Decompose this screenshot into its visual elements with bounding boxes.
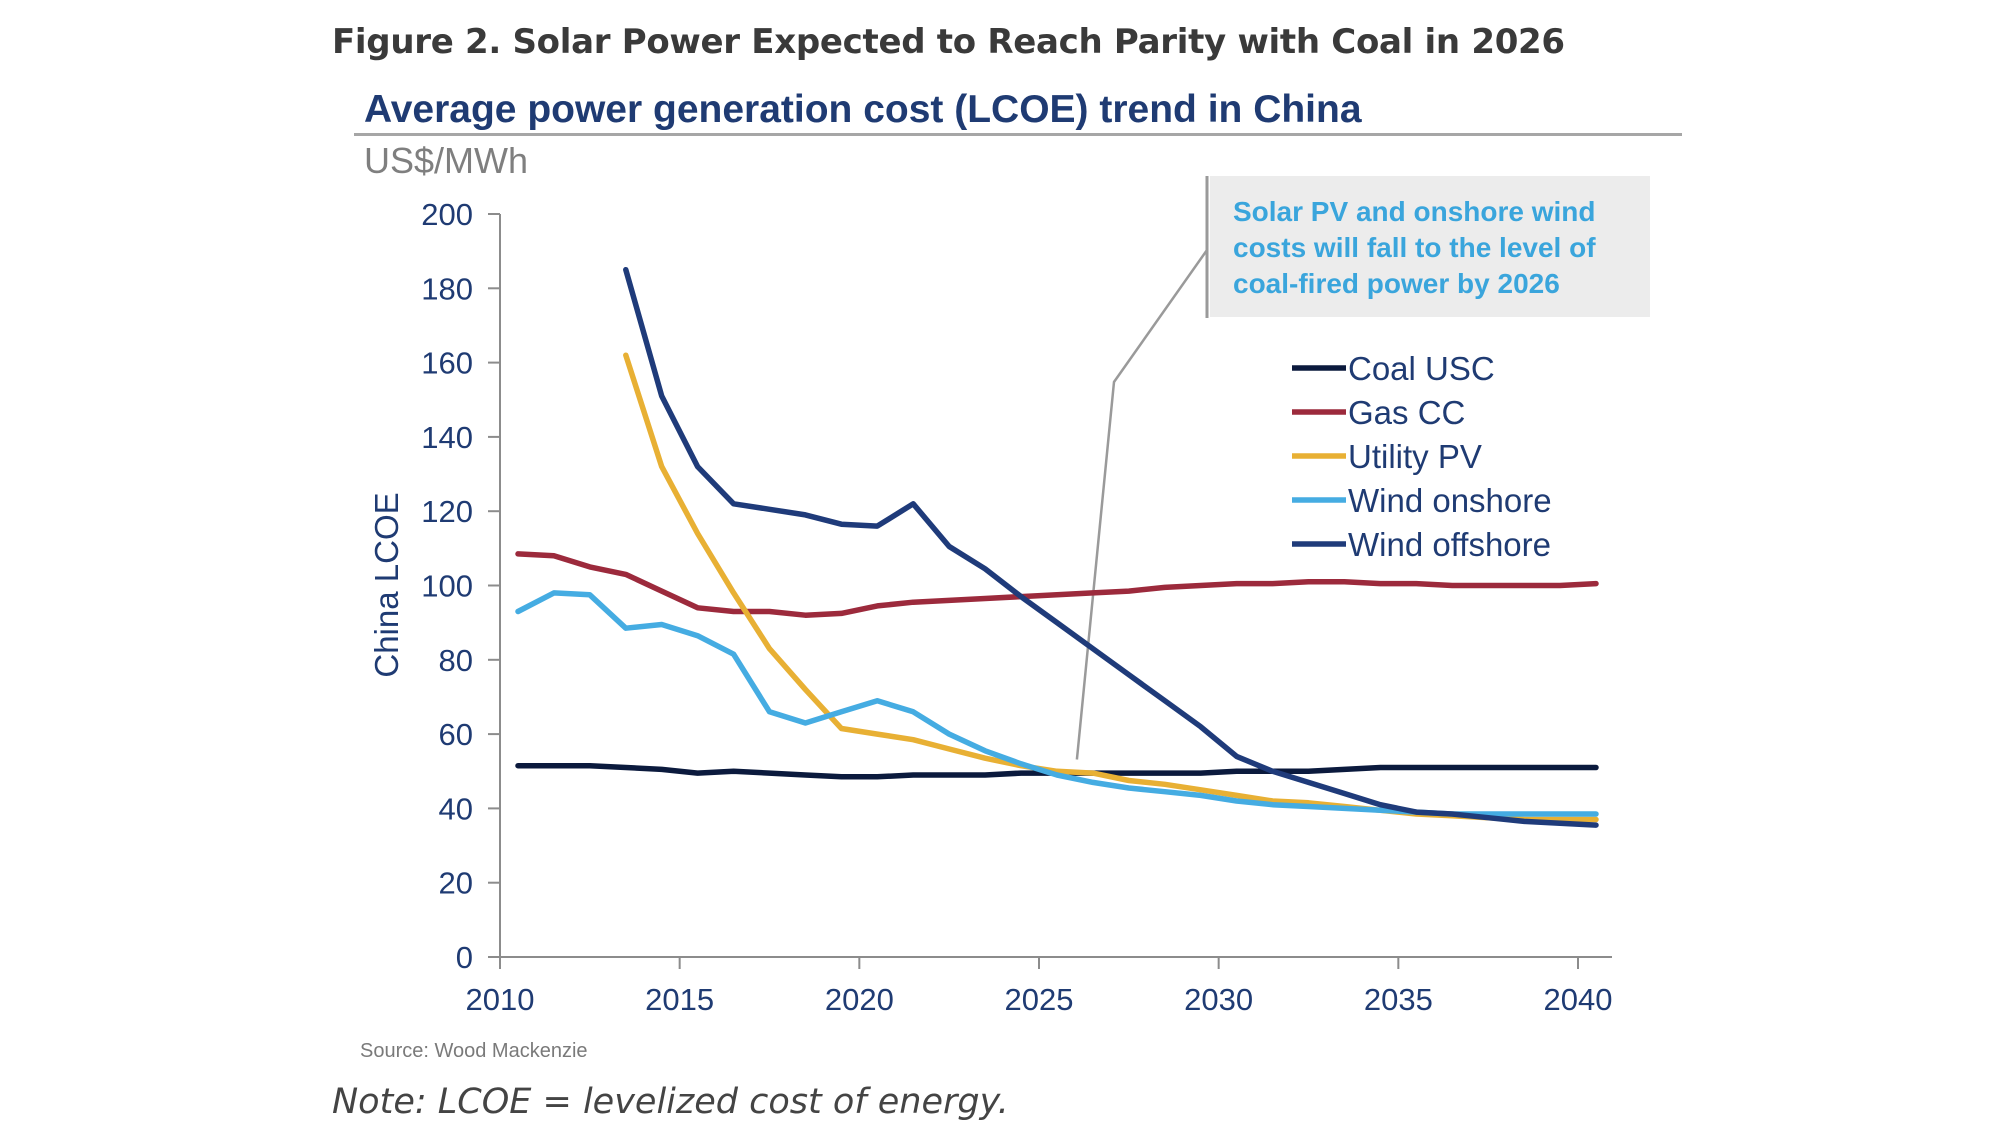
series-line-wind-offshore	[623, 266, 1599, 828]
chart-legend: Coal USC Gas CC Utility PV Wind onshore Wind…	[1292, 350, 1552, 563]
y-tick-label: 200	[421, 197, 473, 232]
x-tick-label: 2020	[825, 982, 894, 1017]
y-axis-label: China LCOE	[368, 492, 405, 677]
legend-label: Gas CC	[1348, 394, 1465, 431]
chart-title: Average power generation cost (LCOE) tre…	[364, 88, 1362, 131]
x-tick-label: 2010	[466, 982, 535, 1017]
y-tick-label: 20	[439, 866, 473, 901]
annotation: Solar PV and onshore wind costs will fall…	[1075, 176, 1650, 760]
y-tick-label: 0	[456, 940, 473, 975]
footnote: Note: LCOE = levelized cost of energy.	[332, 1082, 1009, 1122]
annotation-text-line: costs will fall to the level of	[1233, 232, 1596, 263]
y-tick-label: 40	[439, 791, 473, 826]
x-tick-label: 2040	[1544, 982, 1613, 1017]
annotation-text-line: Solar PV and onshore wind	[1233, 196, 1596, 227]
figure-title: Figure 2. Solar Power Expected to Reach …	[332, 22, 1565, 62]
legend-label: Coal USC	[1348, 350, 1495, 387]
annotation-box	[1210, 176, 1650, 317]
annotation-text-line: coal-fired power by 2026	[1233, 268, 1560, 299]
y-tick-label: 180	[421, 271, 473, 306]
chart-units: US$/MWh	[364, 140, 529, 181]
y-tick-label: 80	[439, 643, 473, 678]
annotation-leader-line	[1075, 249, 1209, 760]
legend-label: Wind offshore	[1348, 526, 1551, 563]
y-tick-label: 60	[439, 717, 473, 752]
y-tick-label: 140	[421, 420, 473, 455]
source-note: Source: Wood Mackenzie	[360, 1040, 588, 1062]
legend-label: Utility PV	[1348, 438, 1482, 475]
y-tick-label: 120	[421, 494, 473, 529]
x-tick-label: 2025	[1005, 982, 1074, 1017]
series-line-wind-onshore	[515, 590, 1599, 817]
x-tick-label: 2030	[1184, 982, 1253, 1017]
x-tick-label: 2035	[1364, 982, 1433, 1017]
title-divider	[354, 133, 1682, 136]
legend-label: Wind onshore	[1348, 482, 1552, 519]
chart-series	[515, 266, 1599, 828]
series-line-gas-cc	[515, 551, 1599, 618]
x-tick-label: 2015	[645, 982, 714, 1017]
y-tick-label: 160	[421, 346, 473, 381]
y-tick-label: 100	[421, 569, 473, 604]
